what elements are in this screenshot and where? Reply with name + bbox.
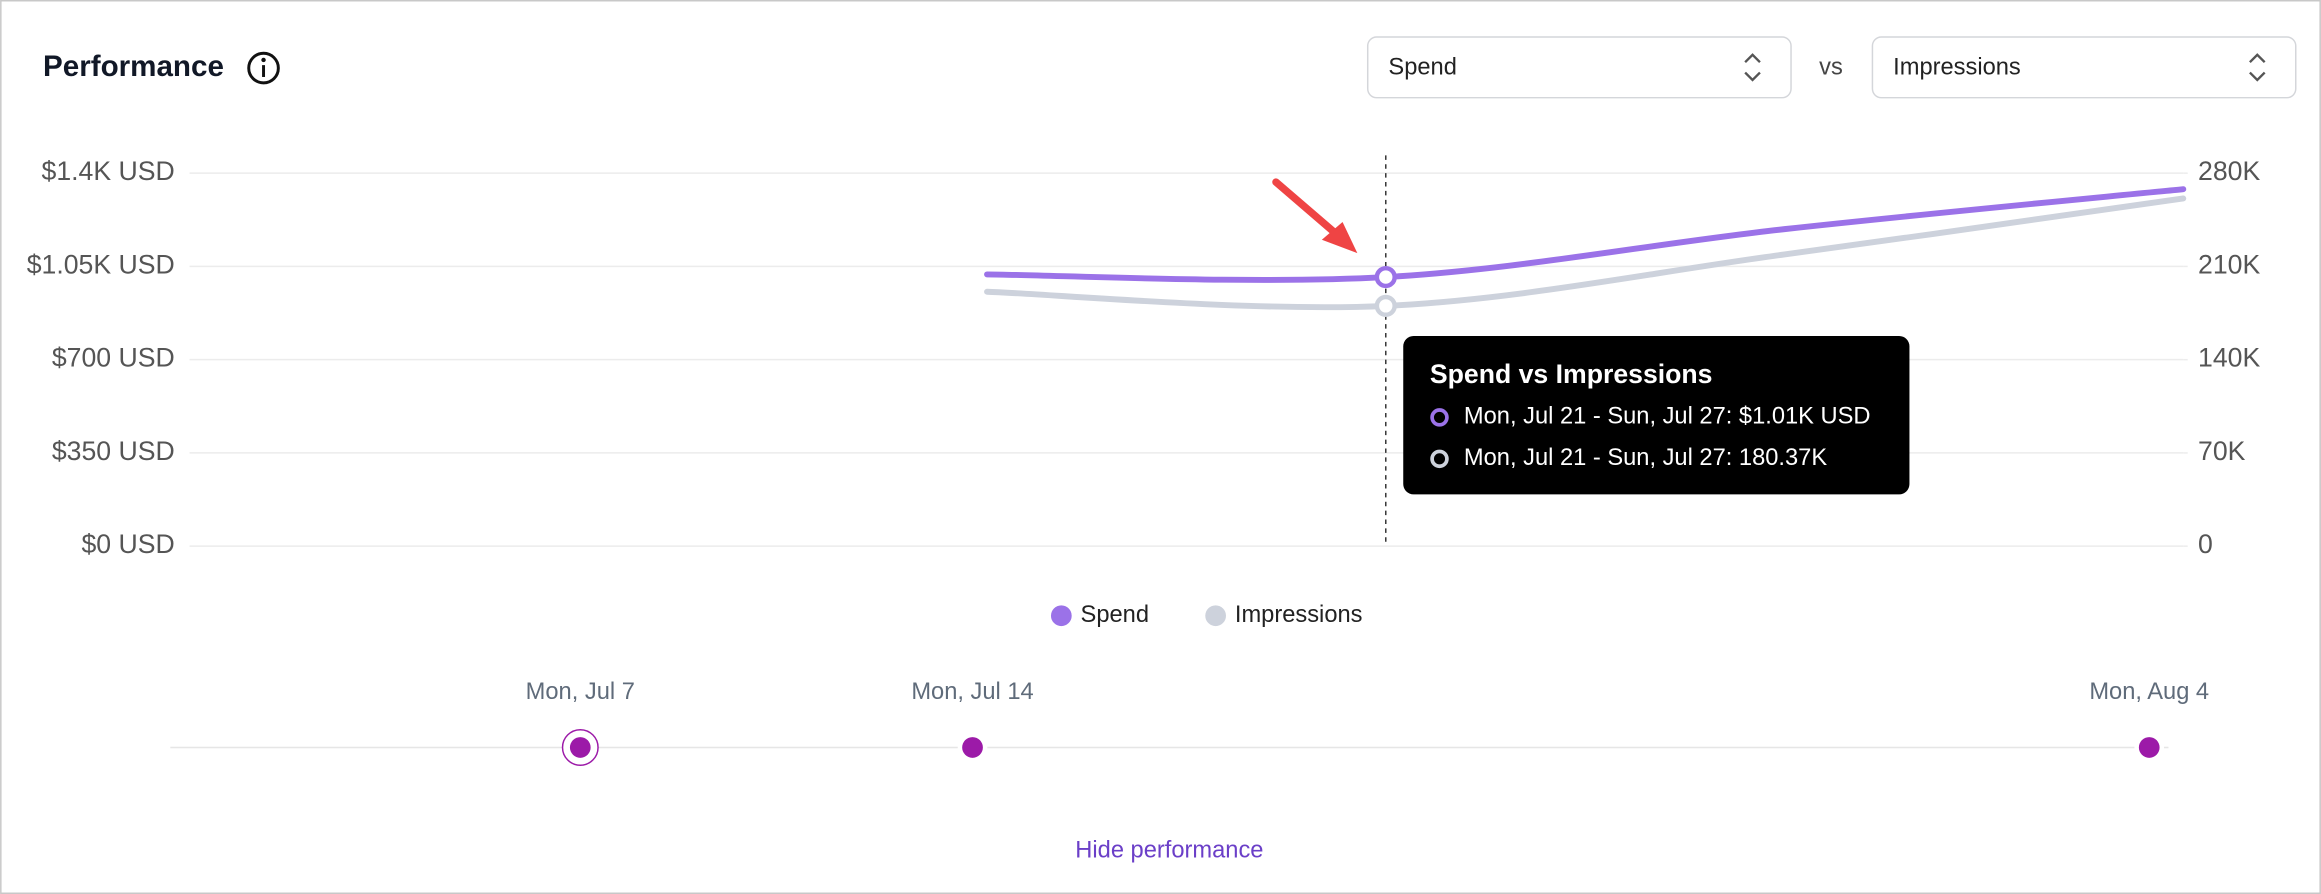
legend-swatch: [1050, 605, 1072, 627]
vs-label: vs: [1819, 54, 1843, 80]
tooltip: Spend vs Impressions Mon, Jul 21 - Sun, …: [1403, 335, 1910, 495]
tooltip-row: Mon, Jul 21 - Sun, Jul 27: 180.37K: [1464, 445, 1827, 471]
select-value: Spend: [1388, 54, 1456, 80]
metric-select-b[interactable]: Impressions: [1871, 36, 2297, 99]
timeline-dot[interactable]: [2134, 732, 2165, 763]
chart: $0 USD $350 USD $700 USD $1.05K USD $1.4K US…: [27, 155, 2260, 628]
timeline-label: Mon, Jul 14: [911, 679, 1033, 705]
y-tick-label: $1.4K USD: [42, 156, 175, 186]
annotation-arrow: [1272, 178, 1344, 241]
y2-tick-label: 210K: [2198, 249, 2260, 279]
metric-select-a[interactable]: Spend: [1366, 36, 1792, 99]
tooltip-title: Spend vs Impressions: [1430, 359, 1713, 389]
y-tick-label: $0 USD: [81, 529, 174, 559]
y2-tick-label: 280K: [2198, 156, 2260, 186]
tooltip-row: Mon, Jul 21 - Sun, Jul 27: $1.01K USD: [1464, 404, 1871, 430]
hover-point: [1374, 265, 1397, 289]
y-tick-label: $700 USD: [52, 343, 175, 373]
series-line: [984, 195, 2187, 311]
annotation-arrow-head: [1321, 222, 1358, 254]
hover-point: [1374, 294, 1397, 317]
legend-swatch: [1205, 605, 1226, 627]
timeline-label: Mon, Aug 4: [2089, 679, 2209, 705]
legend-label: Spend: [1081, 602, 1149, 628]
y-tick-label: $1.05K USD: [27, 249, 175, 279]
y2-tick-label: 0: [2198, 529, 2213, 559]
card-title: Performance: [43, 50, 224, 83]
hide-performance-link[interactable]: Hide performance: [1075, 837, 1263, 863]
timeline-label: Mon, Jul 7: [526, 679, 635, 705]
select-value: Impressions: [1893, 54, 2021, 80]
info-icon[interactable]: [247, 51, 280, 85]
y2-tick-label: 70K: [2198, 436, 2246, 466]
y2-tick-label: 140K: [2198, 343, 2260, 373]
legend-label: Impressions: [1235, 602, 1363, 628]
timeline-dot[interactable]: [957, 732, 988, 763]
series-line: [984, 186, 2187, 283]
timeline-dot[interactable]: [561, 728, 599, 766]
y-tick-label: $350 USD: [52, 436, 175, 466]
